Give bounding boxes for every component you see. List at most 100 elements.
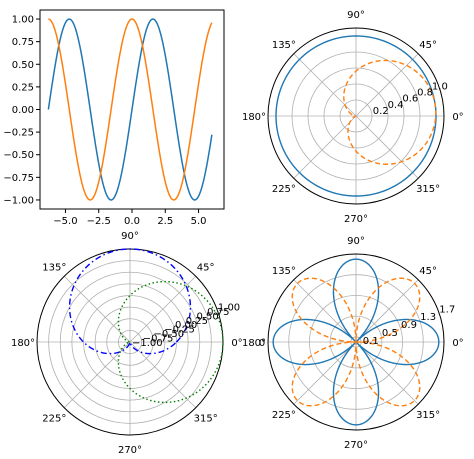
series-lines: [47, 18, 213, 201]
polar-ring: [329, 315, 383, 369]
series-lines: [272, 258, 440, 426]
theta-label: 45°: [419, 266, 437, 277]
radius-label: −1.00: [132, 338, 163, 349]
polar-ring: [291, 51, 421, 181]
series-lines: [275, 35, 437, 197]
theta-label: 90°: [347, 236, 365, 247]
y-tick-label: −0.50: [3, 150, 34, 161]
polar-spoke: [355, 53, 419, 117]
polar-ring: [288, 274, 424, 410]
polar-plot-2: 0° 45° 90° 135° 180° 225° 270° 315° −1.00−0.75−…: [11, 231, 243, 456]
series-line: [68, 248, 192, 355]
radius-label: 1.0: [432, 81, 448, 92]
polar-grid: [36, 248, 224, 436]
theta-label: 0°: [452, 338, 463, 349]
theta-label: 180°: [11, 338, 35, 349]
polar-ring: [309, 295, 403, 389]
theta-label: 0°: [231, 338, 242, 349]
theta-label: 135°: [42, 262, 66, 273]
radius-labels: −1.00−0.75−0.50−0.250.000.250.500.751.00: [132, 302, 240, 349]
y-tick-label: −0.25: [3, 128, 34, 139]
y-tick-label: 0.00: [12, 105, 34, 116]
series-line: [48, 18, 213, 201]
polar-ring: [106, 318, 154, 366]
x-tick-label: 2.5: [157, 216, 173, 227]
theta-labels: 0° 45° 90° 135° 180° 225° 270° 315° 0: [242, 236, 464, 451]
radius-label: 1.3: [420, 312, 436, 323]
x-tick-label: 0.0: [124, 216, 140, 227]
polar-frame: [267, 27, 445, 205]
polar-frame: [267, 253, 445, 431]
radius-label: 0.25: [186, 316, 208, 327]
radius-labels: 0.10.50.91.31.7: [363, 304, 455, 347]
theta-label: 180°: [242, 112, 266, 123]
x-tick-marks: −5.0 −2.5 0.0 2.5 5.0: [53, 209, 207, 227]
theta-label: 90°: [121, 231, 139, 242]
polar-spoke: [355, 115, 419, 179]
polar-ring: [117, 329, 143, 355]
y-tick-label: −0.75: [3, 173, 34, 184]
series-lines: [68, 248, 224, 404]
theta-label: 270°: [344, 440, 368, 451]
theta-label: 225°: [42, 414, 66, 425]
polar-ring: [94, 306, 166, 378]
y-tick-marks: 1.00 0.75 0.50 0.25 0.00 −0.25 −0.50 −0.75 −1.00: [3, 15, 40, 206]
y-tick-label: 0.25: [12, 82, 34, 93]
theta-extra-label: 0: [259, 338, 265, 349]
radius-label: 0.50: [196, 311, 218, 322]
radius-label: 0.2: [373, 106, 389, 117]
theta-label: 45°: [197, 262, 215, 273]
radius-label: 0.00: [175, 320, 197, 331]
theta-label: 135°: [272, 266, 296, 277]
radius-label: 0.4: [388, 100, 404, 111]
polar-spoke: [293, 115, 357, 179]
y-tick-label: −1.00: [3, 195, 34, 206]
y-tick-label: 0.50: [12, 60, 34, 71]
radius-label: 0.75: [207, 307, 229, 318]
theta-label: 225°: [272, 184, 296, 195]
sine-cosine-plot: −5.0 −2.5 0.0 2.5 5.0 1.00 0.75 0.50 0.25 0.00 −0…: [3, 9, 225, 227]
x-tick-label: −2.5: [87, 216, 111, 227]
theta-label: 315°: [194, 414, 218, 425]
polar-ring: [59, 271, 201, 413]
theta-label: 315°: [416, 410, 440, 421]
theta-label: 90°: [347, 10, 365, 21]
series-line: [343, 59, 437, 165]
radius-label: 0.9: [401, 320, 417, 331]
polar-plot-3: 0°45°90°135°180°225°270°315°0 0.10.50.91…: [242, 236, 464, 451]
theta-label: 270°: [344, 214, 368, 225]
polar-ring: [339, 99, 373, 133]
theta-label: 315°: [416, 184, 440, 195]
radius-label: −0.50: [153, 329, 184, 340]
polar-spoke: [293, 279, 357, 343]
theta-label: 0°: [452, 112, 463, 123]
polar-ring: [48, 260, 212, 424]
radius-labels: 0.20.40.60.81.0: [373, 81, 448, 116]
radius-label: 0.1: [363, 336, 379, 347]
radius-label: 0.8: [417, 88, 433, 99]
polar-spoke: [293, 341, 357, 405]
series-line: [291, 277, 421, 407]
theta-labels: 0° 45° 90° 135° 180° 225° 270° 315°: [11, 231, 243, 456]
theta-label: 135°: [272, 40, 296, 51]
series-line: [117, 280, 224, 404]
series-line: [275, 35, 437, 197]
radius-label: 1.7: [439, 304, 455, 315]
polar-ring: [323, 83, 389, 149]
polar-ring: [307, 67, 405, 165]
y-tick-label: 0.75: [12, 37, 34, 48]
y-tick-label: 1.00: [12, 15, 34, 26]
theta-label: 45°: [419, 40, 437, 51]
radius-label: 1.00: [218, 302, 240, 313]
polar-spoke: [355, 279, 419, 343]
polar-plot-1: 0° 45° 90° 135° 180° 225° 270° 315° 0.20.40.60.…: [242, 10, 464, 225]
series-line: [47, 18, 213, 201]
radius-label: −0.75: [143, 334, 174, 345]
x-tick-label: 5.0: [191, 216, 207, 227]
polar-spoke: [355, 341, 419, 405]
radius-label: 0.6: [402, 94, 418, 105]
radius-label: −0.25: [164, 325, 195, 336]
radius-label: 0.5: [382, 328, 398, 339]
theta-label: 225°: [272, 410, 296, 421]
